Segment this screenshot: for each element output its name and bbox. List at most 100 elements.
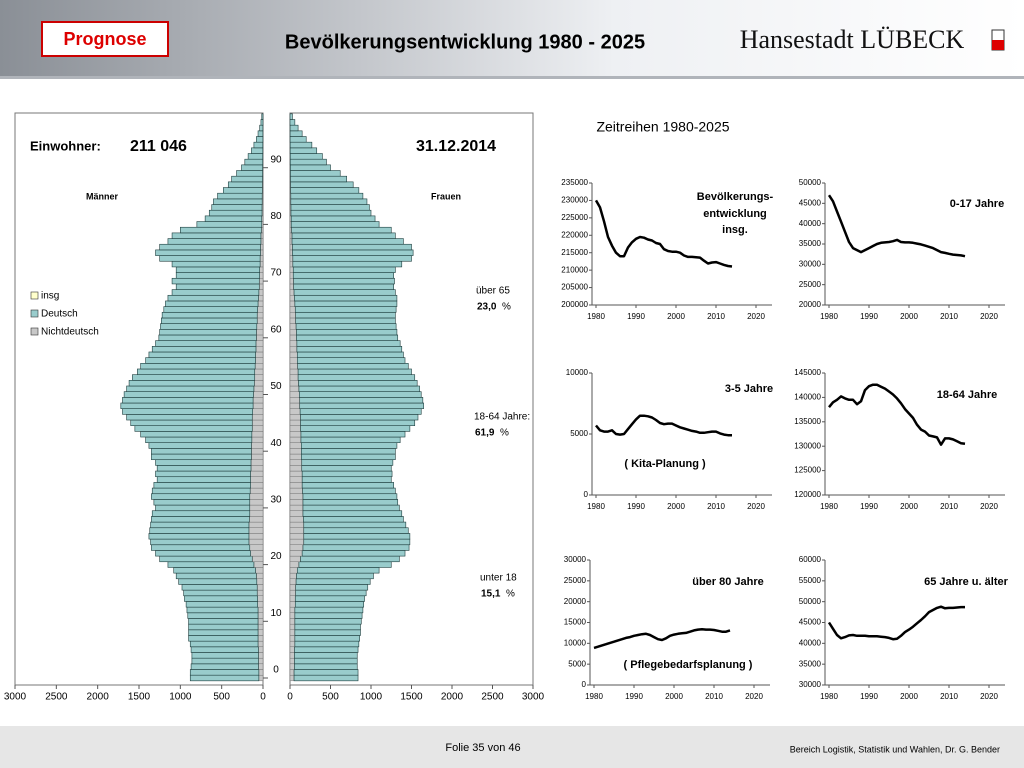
men-deutsch-bar (188, 623, 259, 631)
men-nichtdeutsch-bar (252, 414, 264, 421)
men-nichtdeutsch-bar (257, 618, 264, 625)
x-tick-label: 2020 (747, 502, 765, 511)
age-tick-label: 70 (270, 268, 282, 279)
slide-title: Bevölkerungsentwicklung 1980 - 2025 (285, 31, 645, 53)
women-deutsch-bar (293, 289, 396, 296)
women-nichtdeutsch-bar (289, 244, 293, 251)
women-deutsch-bar (301, 482, 394, 489)
y-tick-label: 25000 (564, 576, 587, 585)
men-nichtdeutsch-bar (252, 425, 264, 432)
women-deutsch-bar (294, 635, 360, 642)
y-tick-label: 205000 (561, 283, 588, 292)
women-nichtdeutsch-bar (289, 482, 303, 489)
y-tick-label: 30000 (564, 555, 587, 564)
women-nichtdeutsch-bar (289, 606, 296, 613)
men-deutsch-bar (130, 419, 253, 426)
women-deutsch-bar (296, 334, 399, 341)
y-tick-label: 145000 (794, 368, 821, 377)
men-nichtdeutsch-bar (249, 516, 264, 523)
women-deutsch-bar (294, 618, 362, 625)
x-tick-label: 1980 (587, 312, 605, 321)
women-nichtdeutsch-bar (289, 555, 301, 562)
men-deutsch-bar (159, 555, 253, 563)
women-deutsch-bar (294, 595, 365, 602)
reference-date: 31.12.2014 (416, 138, 496, 155)
y-tick-label: 40000 (799, 219, 822, 228)
women-deutsch-bar (301, 453, 396, 461)
men-nichtdeutsch-bar (259, 255, 264, 262)
men-nichtdeutsch-bar (249, 499, 264, 506)
women-deutsch-bar (294, 663, 358, 670)
women-deutsch-bar (290, 175, 347, 183)
y-tick-label: 0 (582, 680, 587, 689)
share-label: über 65 (476, 286, 510, 297)
women-x-tick-label: 2000 (441, 692, 464, 703)
women-deutsch-bar (299, 391, 422, 398)
men-deutsch-bar (204, 215, 263, 222)
share-value: 23,0 (477, 302, 497, 313)
men-label: Männer (86, 191, 119, 201)
x-tick-label: 2000 (900, 692, 918, 701)
women-deutsch-bar (301, 459, 394, 466)
women-nichtdeutsch-bar (289, 300, 296, 307)
women-deutsch-bar (295, 317, 396, 324)
men-deutsch-bar (159, 328, 257, 336)
chart-annotation: 0-17 Jahre (950, 198, 1004, 210)
men-nichtdeutsch-bar (252, 408, 264, 415)
men-deutsch-bar (257, 130, 264, 137)
x-tick-label: 1990 (625, 692, 643, 701)
footer-author: Bereich Logistik, Statistik und Wahlen, … (790, 744, 1000, 754)
men-deutsch-bar (159, 255, 261, 262)
men-deutsch-bar (175, 283, 260, 290)
women-nichtdeutsch-bar (289, 595, 296, 602)
men-deutsch-bar (163, 306, 258, 313)
brand-icon-red (992, 40, 1004, 50)
women-x-tick-label: 2500 (481, 692, 504, 703)
women-deutsch-bar (294, 657, 358, 665)
women-nichtdeutsch-bar (289, 521, 304, 528)
men-deutsch-bar (241, 164, 263, 171)
women-deutsch-bar (292, 272, 394, 279)
women-nichtdeutsch-bar (289, 232, 293, 239)
men-nichtdeutsch-bar (258, 669, 264, 676)
women-x-tick-label: 0 (287, 692, 293, 703)
men-deutsch-bar (167, 238, 262, 245)
men-nichtdeutsch-bar (258, 663, 264, 670)
women-deutsch-bar (289, 153, 323, 160)
men-deutsch-bar (223, 187, 263, 194)
y-tick-label: 120000 (794, 490, 821, 499)
men-nichtdeutsch-bar (257, 317, 264, 324)
x-tick-label: 2020 (980, 502, 998, 511)
men-deutsch-bar (231, 175, 263, 183)
men-deutsch-bar (185, 601, 258, 608)
women-deutsch-bar (290, 187, 360, 194)
men-nichtdeutsch-bar (250, 482, 264, 489)
y-tick-label: 20000 (564, 597, 587, 606)
men-nichtdeutsch-bar (257, 312, 264, 319)
men-nichtdeutsch-bar (257, 612, 264, 619)
women-x-tick-label: 3000 (522, 692, 545, 703)
women-deutsch-bar (300, 436, 401, 443)
men-deutsch-bar (183, 589, 258, 597)
men-nichtdeutsch-bar (258, 657, 264, 665)
chart-annotation: über 80 Jahre (692, 576, 764, 588)
age-tick-label: 30 (270, 495, 282, 506)
women-deutsch-bar (292, 260, 403, 268)
men-deutsch-bar (148, 533, 250, 540)
women-deutsch-bar (290, 215, 376, 222)
men-nichtdeutsch-bar (260, 249, 264, 256)
women-nichtdeutsch-bar (289, 544, 304, 551)
women-deutsch-bar (296, 340, 401, 347)
men-deutsch-bar (251, 147, 264, 154)
women-nichtdeutsch-bar (289, 589, 296, 596)
men-nichtdeutsch-bar (258, 646, 264, 653)
women-deutsch-bar (302, 504, 400, 512)
women-nichtdeutsch-bar (289, 425, 301, 432)
y-tick-label: 20000 (799, 300, 822, 309)
women-deutsch-bar (290, 170, 341, 177)
women-deutsch-bar (294, 640, 360, 648)
women-nichtdeutsch-bar (289, 567, 298, 574)
women-nichtdeutsch-bar (289, 640, 296, 648)
women-deutsch-bar (303, 538, 411, 546)
men-deutsch-bar (256, 136, 264, 143)
